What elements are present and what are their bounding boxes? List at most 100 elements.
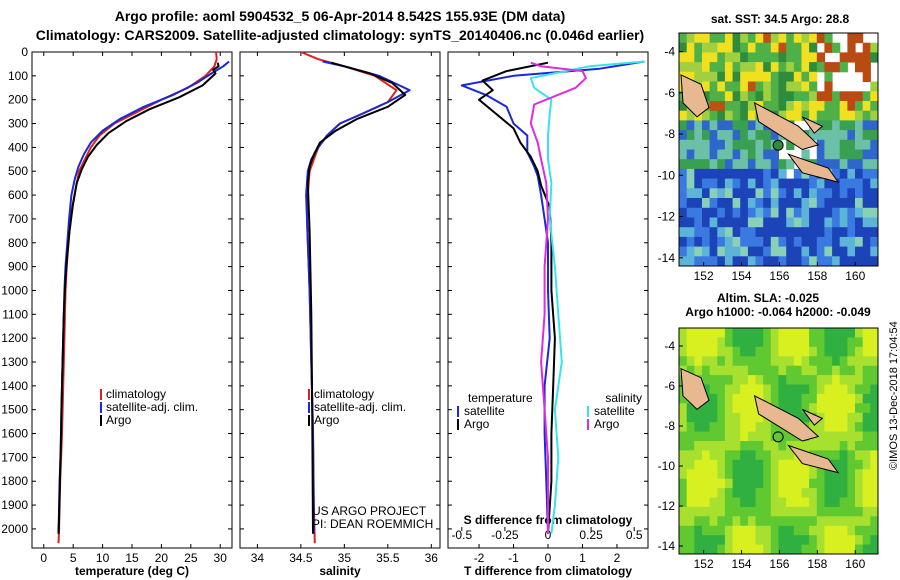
sst-map-cell [724, 217, 734, 228]
sst-map-cell [679, 188, 688, 199]
sst-map-cell [870, 217, 879, 228]
sst-map-cell [747, 188, 757, 199]
credit-text: ©IMOS 13-Dec-2018 17:04:54 [888, 321, 900, 470]
sst-map-cell [824, 178, 833, 189]
sst-map-cell [870, 130, 879, 141]
sla-map-cell [839, 337, 848, 348]
sst-map-cell [816, 188, 825, 199]
sst-map-cell [809, 227, 818, 238]
sst-map-cell [786, 207, 795, 218]
sst-map-cell [870, 178, 879, 189]
sla-map-cell [740, 365, 749, 376]
sst-map-cell [740, 101, 749, 112]
sst-map-cell [732, 159, 741, 170]
sla-map-cell [702, 441, 711, 451]
sla-map-cell [862, 384, 871, 395]
sla-map-cell [839, 431, 848, 442]
sst-map-cell [839, 168, 848, 180]
sst-map-x-tick-label: 154 [732, 269, 752, 283]
sla-map-cell [686, 516, 695, 527]
sla-map-cell [686, 544, 695, 555]
sla-map-cell [740, 441, 749, 451]
sst-map-cell [855, 188, 864, 199]
sla-map-cell [732, 328, 741, 338]
sst-map-cell [855, 256, 864, 267]
sla-map-cell [686, 450, 695, 461]
sla-map-cell [770, 535, 779, 546]
sla-map-cell [755, 375, 764, 385]
sst-map-cell [801, 91, 810, 102]
sst-map-cell [816, 198, 825, 209]
sla-map-cell [824, 375, 833, 385]
sla-map-cell [717, 393, 726, 404]
sst-map-cell [724, 110, 734, 121]
sst-map-cell [839, 120, 848, 131]
sla-map-cell [679, 497, 688, 508]
sst-map-cell [732, 188, 741, 199]
sst-map-cell [740, 227, 749, 238]
sst-map-cell [679, 149, 688, 160]
legend-label: Argo [314, 413, 340, 427]
sst-map-cell [862, 256, 871, 267]
sst-map-cell [747, 198, 757, 209]
sla-map-cell [709, 459, 718, 470]
sla-map-cell [717, 412, 726, 423]
sla-map-cell [732, 497, 741, 508]
sst-map-cell [824, 227, 833, 238]
sla-map-cell [778, 328, 787, 338]
sst-map-cell [740, 62, 749, 73]
sst-map-cell [686, 62, 695, 73]
sla-map-cell [809, 365, 818, 376]
sst-map-cell [778, 246, 787, 257]
y-tick-label: 1200 [1, 331, 28, 345]
sst-map-cell [847, 120, 856, 131]
sst-map-cell [778, 159, 787, 170]
sst-map-cell [862, 207, 871, 218]
x-tick-label-salinity: 34 [251, 551, 265, 565]
sla-map-cell [755, 497, 764, 508]
sla-map-cell [793, 506, 802, 517]
sla-map-cell [816, 375, 825, 385]
sla-map-cell [809, 337, 818, 348]
sst-map-cell [717, 62, 726, 73]
sla-map-cell [702, 337, 711, 348]
sla-map-cell [839, 488, 848, 498]
sla-map-cell [786, 544, 795, 555]
sla-map-cell [709, 365, 718, 376]
sst-map-cell [862, 227, 871, 238]
sst-map-cell [679, 33, 688, 44]
sst-map-cell [702, 246, 711, 257]
sla-map-title2: Argo h1000: -0.064 h2000: -0.049 [685, 305, 871, 319]
sst-map-cell [816, 236, 825, 248]
sla-map-cell [679, 441, 688, 451]
sla-map-cell [832, 403, 841, 414]
sst-map-cell [770, 198, 779, 209]
sst-map-cell [770, 207, 779, 218]
series-t-argo [478, 61, 556, 534]
sla-map-cell [778, 535, 787, 546]
sst-map-cell [809, 42, 818, 53]
sst-map-cell [855, 91, 864, 102]
sla-map-cell [717, 356, 726, 367]
sla-map-cell [801, 525, 810, 536]
sst-map-cell [786, 227, 795, 238]
sst-map-cell [717, 227, 726, 238]
sla-map-cell [870, 422, 879, 433]
sst-map-cell [778, 62, 787, 73]
sla-map-cell [862, 488, 871, 498]
sla-map-cell [824, 544, 833, 555]
sst-map-cell [732, 256, 741, 267]
sst-map-cell [717, 42, 726, 53]
sla-map-cell [709, 544, 718, 555]
sst-map-cell [763, 246, 772, 257]
sst-map-cell [862, 91, 871, 102]
sst-map-cell [702, 52, 711, 63]
sla-map-x-tick-label: 156 [769, 557, 789, 571]
sla-map-cell [747, 356, 757, 367]
sst-map-cell [763, 256, 772, 267]
sst-map-cell [732, 130, 741, 141]
sla-map-cell [747, 384, 757, 395]
x-tick-label-temperature: 5 [70, 551, 77, 565]
sla-map-cell [870, 469, 879, 480]
sla-map-cell [686, 328, 695, 338]
